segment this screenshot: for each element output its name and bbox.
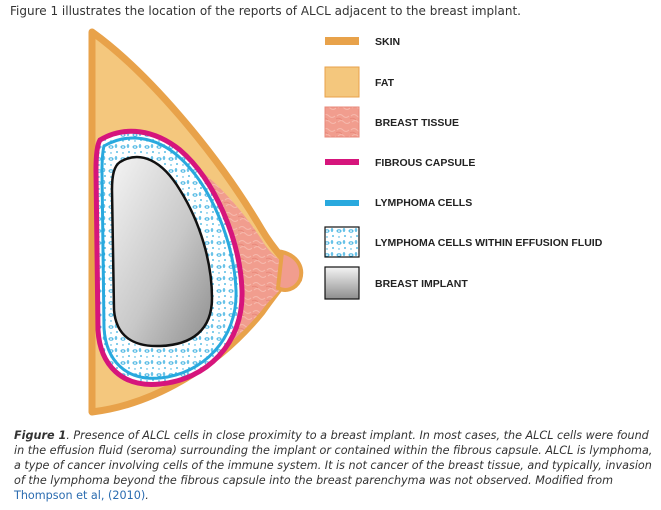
legend-swatch-skin [325,37,359,45]
caption-text: . Presence of ALCL cells in close proxim… [14,429,653,487]
legend-swatch-fibrous-capsule [325,159,359,165]
legend-label-fat: FAT [375,77,395,89]
figure-heading: Figure 1 illustrates the location of the… [10,4,521,18]
legend-swatch-lymphoma-cells [325,200,359,206]
legend-swatch-fat [324,66,360,98]
legend-swatch-lymphoma-effusion [324,226,360,258]
legend-label-lymphoma-effusion: LYMPHOMA CELLS WITHIN EFFUSION FLUID [375,237,603,249]
legend: SKIN FAT BREAST TISSUE FIBROUS CAPSULE L… [324,36,603,300]
reference-link[interactable]: Thompson et al, (2010) [14,489,146,502]
legend-label-breast-implant: BREAST IMPLANT [375,278,468,290]
lymphoma-cell-layer [100,136,238,380]
legend-label-skin: SKIN [375,36,400,48]
legend-label-lymphoma-cells: LYMPHOMA CELLS [375,197,472,209]
figure-caption: Figure 1. Presence of ALCL cells in clos… [14,428,654,503]
nipple [275,249,304,292]
legend-label-breast-tissue: BREAST TISSUE [375,117,459,129]
legend-swatch-breast-implant [324,266,360,300]
legend-label-fibrous-capsule: FIBROUS CAPSULE [375,157,475,169]
caption-end: . [145,489,149,502]
breast-implant-shape [110,155,214,348]
caption-label: Figure 1 [14,429,67,442]
legend-swatch-breast-tissue [324,106,360,138]
